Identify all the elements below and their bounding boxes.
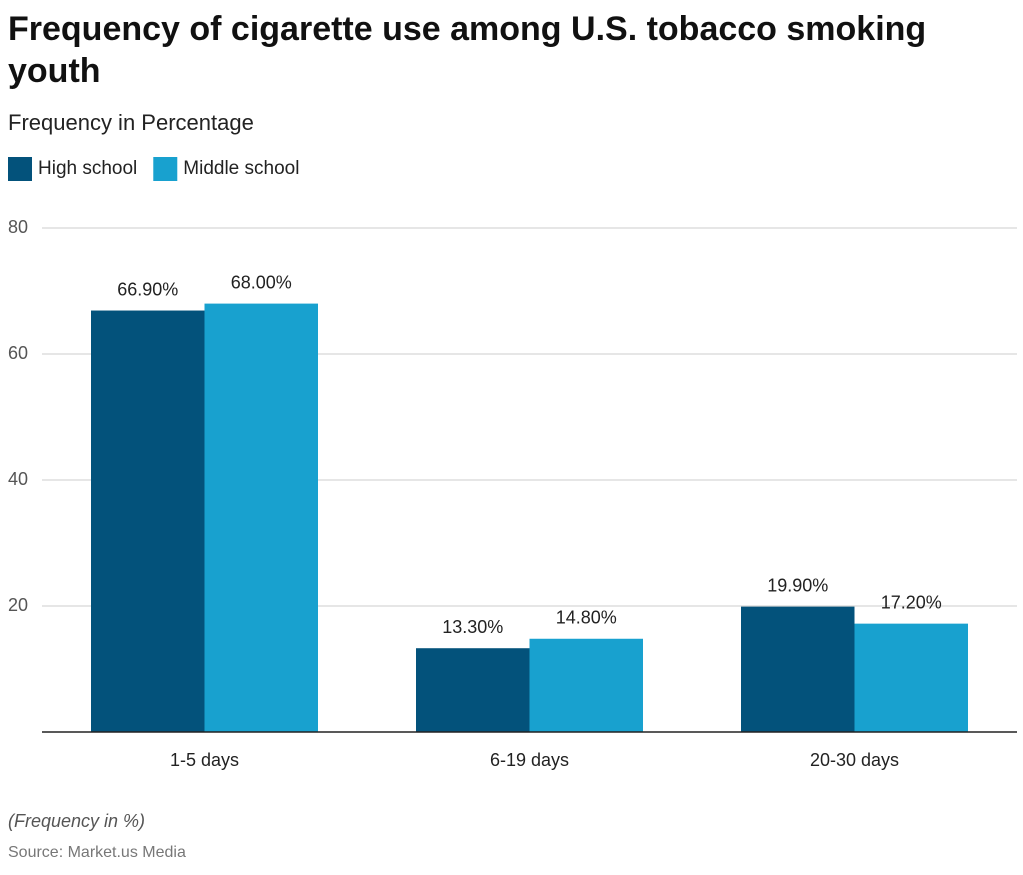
bar xyxy=(204,303,318,732)
value-label: 13.30% xyxy=(442,617,503,637)
bar xyxy=(854,623,968,732)
bar xyxy=(741,606,855,732)
chart-subtitle: Frequency in Percentage xyxy=(8,110,254,135)
y-tick-label: 40 xyxy=(8,469,28,489)
bar xyxy=(529,638,643,732)
y-tick-label: 60 xyxy=(8,343,28,363)
x-tick-label: 1-5 days xyxy=(170,750,239,770)
legend-label: High school xyxy=(38,158,137,179)
legend-label: Middle school xyxy=(183,158,299,179)
value-label: 14.80% xyxy=(556,608,617,628)
legend-swatch xyxy=(8,157,32,181)
x-tick-label: 6-19 days xyxy=(490,750,569,770)
bar xyxy=(91,310,205,732)
value-label: 66.90% xyxy=(117,279,178,299)
source: Source: Market.us Media xyxy=(8,844,186,861)
value-label: 68.00% xyxy=(231,272,292,292)
chart: High school Middle school 20 40 60 80 1-5 days… xyxy=(8,157,1017,770)
y-tick-label: 20 xyxy=(8,595,28,615)
note: (Frequency in %) xyxy=(8,811,146,831)
legend-swatch xyxy=(153,157,178,181)
value-label: 17.20% xyxy=(881,592,942,612)
y-tick-label: 80 xyxy=(8,217,28,237)
value-label: 19.90% xyxy=(767,575,828,595)
chart-title: Frequency of cigarette use among U.S. to… xyxy=(8,10,927,90)
bar xyxy=(416,648,530,732)
x-tick-label: 20-30 days xyxy=(810,750,899,770)
